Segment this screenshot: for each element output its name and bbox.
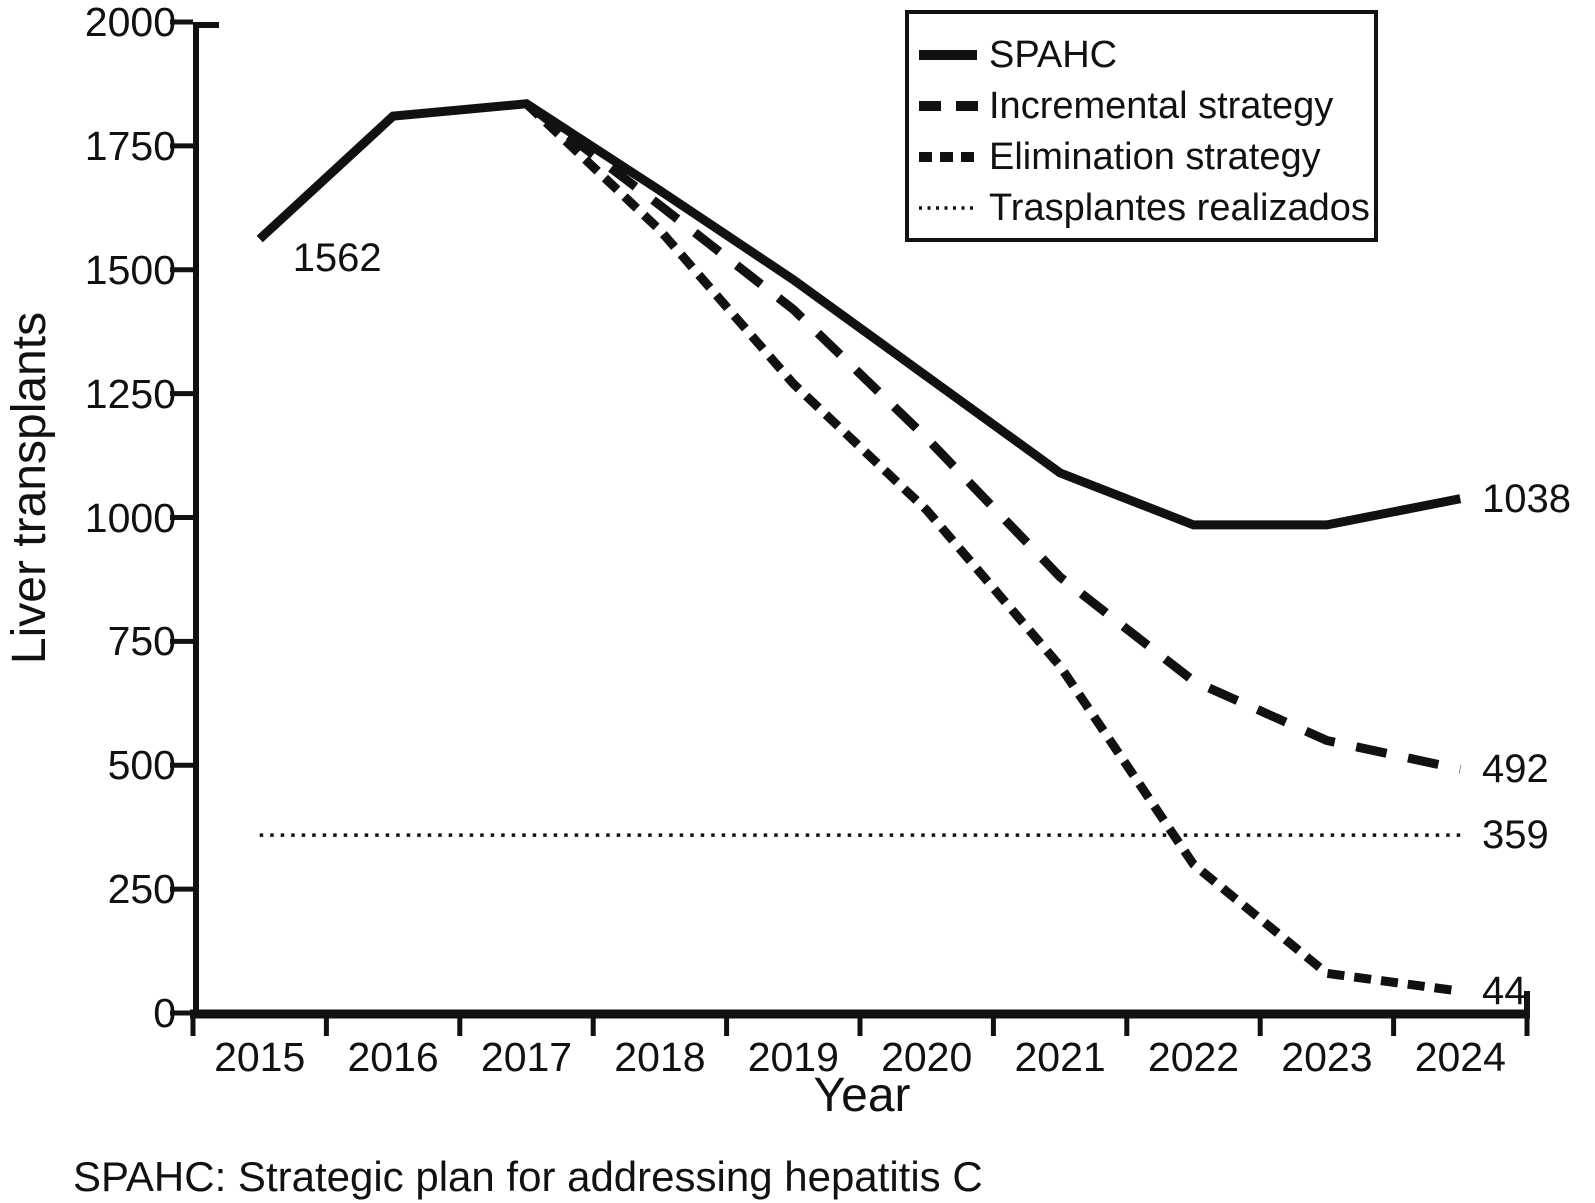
x-tick-label: 2020 <box>881 1034 973 1080</box>
x-tick-label: 2016 <box>347 1034 439 1080</box>
y-axis-title: Liver transplants <box>3 311 56 665</box>
legend-item-elimination-strategy: Elimination strategy <box>917 135 1374 179</box>
value-label-1562: 1562 <box>292 236 382 281</box>
legend-item-incremental-strategy: Incremental strategy <box>917 84 1374 128</box>
y-tick-label: 1000 <box>84 494 176 541</box>
x-tick-label: 2019 <box>747 1034 839 1080</box>
legend-short-dash-line-icon <box>919 151 979 162</box>
y-tick-label: 1500 <box>84 246 176 293</box>
x-tick-label: 2018 <box>614 1034 706 1080</box>
x-tick-label: 2023 <box>1281 1034 1373 1080</box>
x-tick-label: 2024 <box>1414 1034 1506 1080</box>
x-tick-label: 2021 <box>1014 1034 1106 1080</box>
legend-label-elimination-strategy: Elimination strategy <box>989 135 1321 178</box>
x-tick-label: 2022 <box>1147 1034 1240 1080</box>
x-axis-title: Year <box>813 1069 911 1122</box>
y-tick-label: 500 <box>107 742 176 789</box>
y-tick-label: 0 <box>153 990 176 1036</box>
chart-legend: SPAHC Incremental strategy Elimination s… <box>905 10 1378 242</box>
x-tick-label: 2015 <box>214 1034 306 1080</box>
legend-label-incremental-strategy: Incremental strategy <box>989 84 1334 127</box>
value-label-1038: 1038 <box>1482 476 1571 521</box>
legend-label-trasplantes-realizados: Trasplantes realizados <box>989 186 1370 229</box>
y-tick-label: 1750 <box>84 122 176 169</box>
series-line-elimination-strategy <box>523 100 1461 996</box>
chart-footnote: SPAHC: Strategic plan for addressing hep… <box>73 1153 983 1200</box>
legend-long-dash-line-icon <box>919 100 979 111</box>
value-label-44: 44 <box>1482 969 1527 1014</box>
y-tick-label: 250 <box>107 866 176 913</box>
value-label-492: 492 <box>1482 747 1549 792</box>
legend-item-trasplantes-realizados: Trasplantes realizados <box>917 186 1374 230</box>
value-label-359: 359 <box>1482 813 1549 858</box>
y-tick-label: 1250 <box>84 370 176 417</box>
y-tick-label: 750 <box>107 618 176 665</box>
legend-solid-line-icon <box>919 49 977 60</box>
x-tick-label: 2017 <box>480 1034 573 1080</box>
y-tick-label: 2000 <box>84 0 176 45</box>
legend-item-spahc: SPAHC <box>917 33 1374 77</box>
legend-dotted-line-icon <box>919 205 975 210</box>
legend-label-spahc: SPAHC <box>989 33 1118 76</box>
series-line-spahc <box>256 99 1462 530</box>
